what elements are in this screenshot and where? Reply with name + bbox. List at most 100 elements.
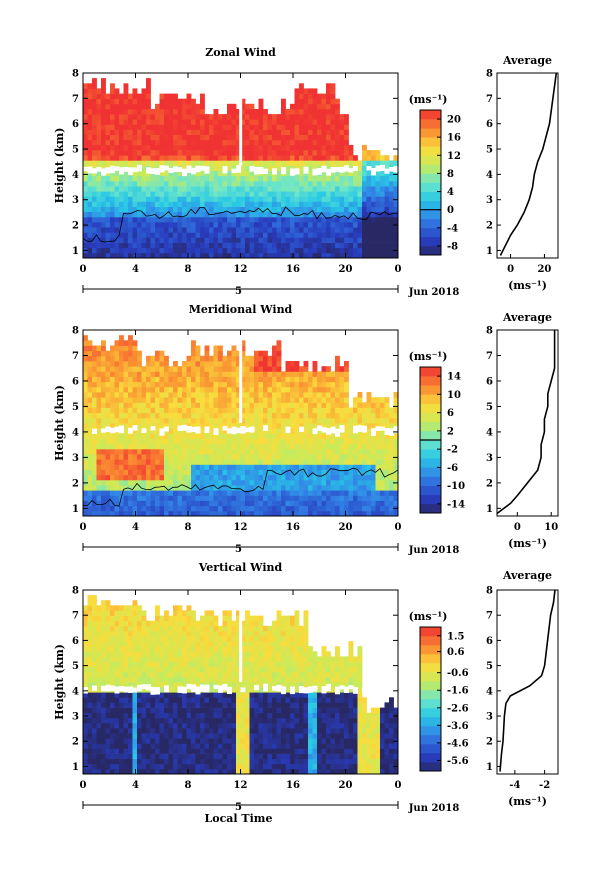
heatmap-cell [254,355,259,362]
heatmap-cell [281,510,286,517]
heatmap-cell [267,397,273,403]
heatmap-cell [123,155,129,161]
heatmap-cell [191,350,196,357]
heatmap-cell [240,464,246,470]
heatmap-cell [263,459,268,465]
heatmap-cell [200,252,205,259]
heatmap-cell [209,361,214,367]
heatmap-cell [299,242,304,249]
data-gap [236,427,241,434]
y-tick-label: 8 [72,326,79,337]
heatmap-cell [195,124,201,130]
heatmap-cell [155,191,160,197]
heatmap-cell [159,433,165,439]
heatmap-cell [110,381,115,388]
heatmap-cell [294,237,300,243]
heatmap-cell [123,222,129,228]
heatmap-cell [299,438,304,445]
heatmap-cell [393,485,399,491]
heatmap-cell [101,78,106,84]
heatmap-cell [290,485,295,491]
heatmap-cell [101,206,106,213]
heatmap-cell [83,651,88,657]
heatmap-cell [150,479,156,486]
heatmap-cell [209,433,214,439]
heatmap-cell [213,443,219,450]
heatmap-cell [357,191,363,197]
heatmap-cell [155,490,160,496]
heatmap-cell [249,109,255,115]
heatmap-cell [119,485,124,491]
heatmap-cell [254,150,259,156]
heatmap-cell [83,682,88,688]
heatmap-cell [348,474,354,481]
heatmap-cell [182,206,187,213]
heatmap-cell [96,350,102,357]
heatmap-cell [303,392,309,398]
heatmap-cell [380,160,385,166]
heatmap-cell [299,510,304,517]
heatmap-cell [204,134,210,141]
heatmap-cell [191,464,196,470]
heatmap-cell [294,448,300,455]
heatmap-cell [114,666,120,673]
heatmap-cell [204,129,210,135]
heatmap-cell [92,600,97,606]
heatmap-cell [159,227,165,233]
heatmap-cell [128,366,133,372]
heatmap-cell [123,722,129,729]
colorbar-tick-label: 0 [447,205,454,216]
heatmap-cell [186,407,192,414]
heatmap-cell [137,717,142,724]
heatmap-cell [83,459,88,465]
heatmap-cell [290,438,295,445]
heatmap-cell [105,381,111,388]
heatmap-cell [366,500,372,507]
heatmap-cell [191,139,196,146]
heatmap-cell [96,366,102,372]
heatmap-cell [231,454,237,460]
heatmap-cell [353,479,358,486]
heatmap-cell [339,160,345,166]
heatmap-cell [267,402,273,408]
heatmap-cell [150,510,156,517]
heatmap-cell [249,490,255,496]
heatmap-cell [231,206,237,213]
heatmap-cell [173,222,178,228]
heatmap-cell [186,98,192,105]
heatmap-cell [317,500,322,507]
heatmap-cell [132,109,138,115]
heatmap-cell [303,124,309,130]
panel-title: Meridional Wind [189,303,293,316]
heatmap-cell [200,361,205,367]
heatmap-cell [254,191,259,197]
heatmap-cell [173,438,178,445]
heatmap-cell [96,242,102,249]
heatmap-cell [366,479,372,486]
heatmap-cell [258,412,264,419]
heatmap-cell [303,191,309,197]
heatmap-cell [299,124,304,130]
heatmap-cell [96,692,102,698]
heatmap-cell [299,155,304,161]
date-label: Jun 2018 [408,545,460,556]
heatmap-cell [101,83,106,89]
heatmap-cell [281,201,286,207]
heatmap-cell [128,361,133,367]
heatmap-cell [159,479,165,486]
heatmap-cell [209,402,214,408]
heatmap-field [83,330,399,517]
heatmap-cell [312,376,318,383]
heatmap-cell [254,500,259,507]
heatmap-cell [96,641,102,647]
heatmap-cell [137,630,142,637]
heatmap-cell [146,103,151,110]
heatmap-cell [186,237,192,243]
heatmap-cell [96,417,102,424]
heatmap-cell [263,495,268,501]
heatmap-cell [209,180,214,187]
heatmap-cell [195,469,201,476]
heatmap-cell [389,242,394,249]
heatmap-cell [191,155,196,161]
heatmap-cell [195,412,201,419]
